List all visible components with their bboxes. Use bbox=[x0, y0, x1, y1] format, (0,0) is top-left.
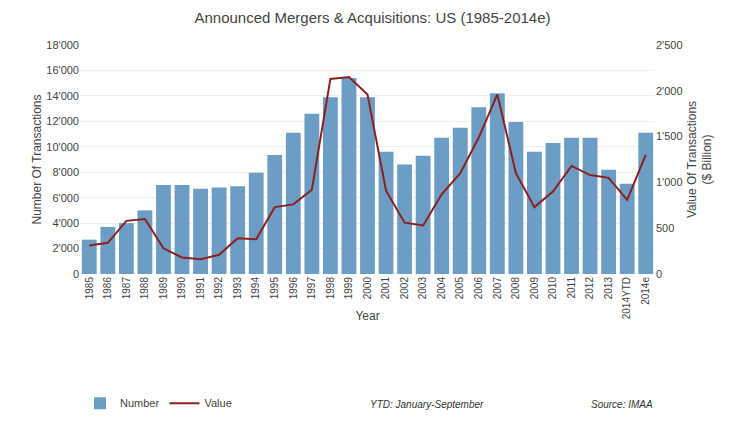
svg-text:2'000: 2'000 bbox=[656, 85, 683, 97]
svg-text:2011: 2011 bbox=[566, 277, 577, 299]
svg-text:1985: 1985 bbox=[84, 277, 95, 300]
svg-text:1990: 1990 bbox=[176, 277, 187, 300]
svg-text:12'000: 12'000 bbox=[46, 115, 79, 127]
svg-text:1988: 1988 bbox=[139, 277, 150, 300]
svg-text:1992: 1992 bbox=[213, 277, 224, 300]
svg-text:Source: IMAA: Source: IMAA bbox=[591, 399, 653, 410]
svg-text:2'000: 2'000 bbox=[52, 242, 79, 254]
svg-text:8'000: 8'000 bbox=[52, 166, 79, 178]
svg-text:10'000: 10'000 bbox=[46, 141, 79, 153]
svg-text:1997: 1997 bbox=[306, 277, 317, 300]
svg-text:2009: 2009 bbox=[529, 277, 540, 300]
svg-text:2014e: 2014e bbox=[640, 277, 651, 305]
svg-text:16'000: 16'000 bbox=[46, 64, 79, 76]
svg-text:2007: 2007 bbox=[492, 277, 503, 300]
svg-text:Number Of Transactions: Number Of Transactions bbox=[30, 94, 44, 224]
svg-text:Year: Year bbox=[355, 309, 379, 323]
svg-text:Value Of Transactions($ Billio: Value Of Transactions($ Billion) bbox=[685, 101, 715, 218]
svg-text:2002: 2002 bbox=[399, 277, 410, 300]
svg-text:2001: 2001 bbox=[380, 277, 391, 300]
svg-text:1998: 1998 bbox=[325, 277, 336, 300]
svg-text:0: 0 bbox=[656, 268, 662, 280]
svg-text:1'000: 1'000 bbox=[656, 176, 683, 188]
svg-text:Value: Value bbox=[204, 397, 231, 409]
svg-text:2008: 2008 bbox=[510, 277, 521, 300]
svg-text:6'000: 6'000 bbox=[52, 192, 79, 204]
svg-text:2004: 2004 bbox=[436, 277, 447, 300]
svg-text:1993: 1993 bbox=[232, 277, 243, 300]
svg-text:YTD: January-September: YTD: January-September bbox=[370, 399, 484, 410]
svg-text:2'500: 2'500 bbox=[656, 39, 683, 51]
svg-text:1995: 1995 bbox=[269, 277, 280, 300]
svg-text:Number: Number bbox=[120, 397, 159, 409]
svg-text:2000: 2000 bbox=[362, 277, 373, 300]
svg-text:1996: 1996 bbox=[288, 277, 299, 300]
svg-text:2003: 2003 bbox=[417, 277, 428, 300]
svg-text:1987: 1987 bbox=[121, 277, 132, 300]
svg-text:14'000: 14'000 bbox=[46, 90, 79, 102]
svg-text:2010: 2010 bbox=[547, 277, 558, 300]
svg-text:1986: 1986 bbox=[102, 277, 113, 300]
svg-text:4'000: 4'000 bbox=[52, 217, 79, 229]
svg-text:Announced Mergers & Acquisitio: Announced Mergers & Acquisitions: US (19… bbox=[194, 9, 550, 26]
svg-text:2013: 2013 bbox=[603, 277, 614, 300]
svg-text:2012: 2012 bbox=[584, 277, 595, 300]
svg-text:1994: 1994 bbox=[250, 277, 261, 300]
svg-text:2006: 2006 bbox=[473, 277, 484, 300]
svg-text:1'500: 1'500 bbox=[656, 130, 683, 142]
svg-text:2014YTD: 2014YTD bbox=[621, 277, 632, 319]
svg-text:1989: 1989 bbox=[158, 277, 169, 300]
svg-text:18'000: 18'000 bbox=[46, 39, 79, 51]
svg-text:500: 500 bbox=[656, 222, 674, 234]
svg-text:1991: 1991 bbox=[195, 277, 206, 300]
svg-text:1999: 1999 bbox=[343, 277, 354, 300]
svg-text:0: 0 bbox=[73, 268, 79, 280]
svg-text:2005: 2005 bbox=[454, 277, 465, 300]
